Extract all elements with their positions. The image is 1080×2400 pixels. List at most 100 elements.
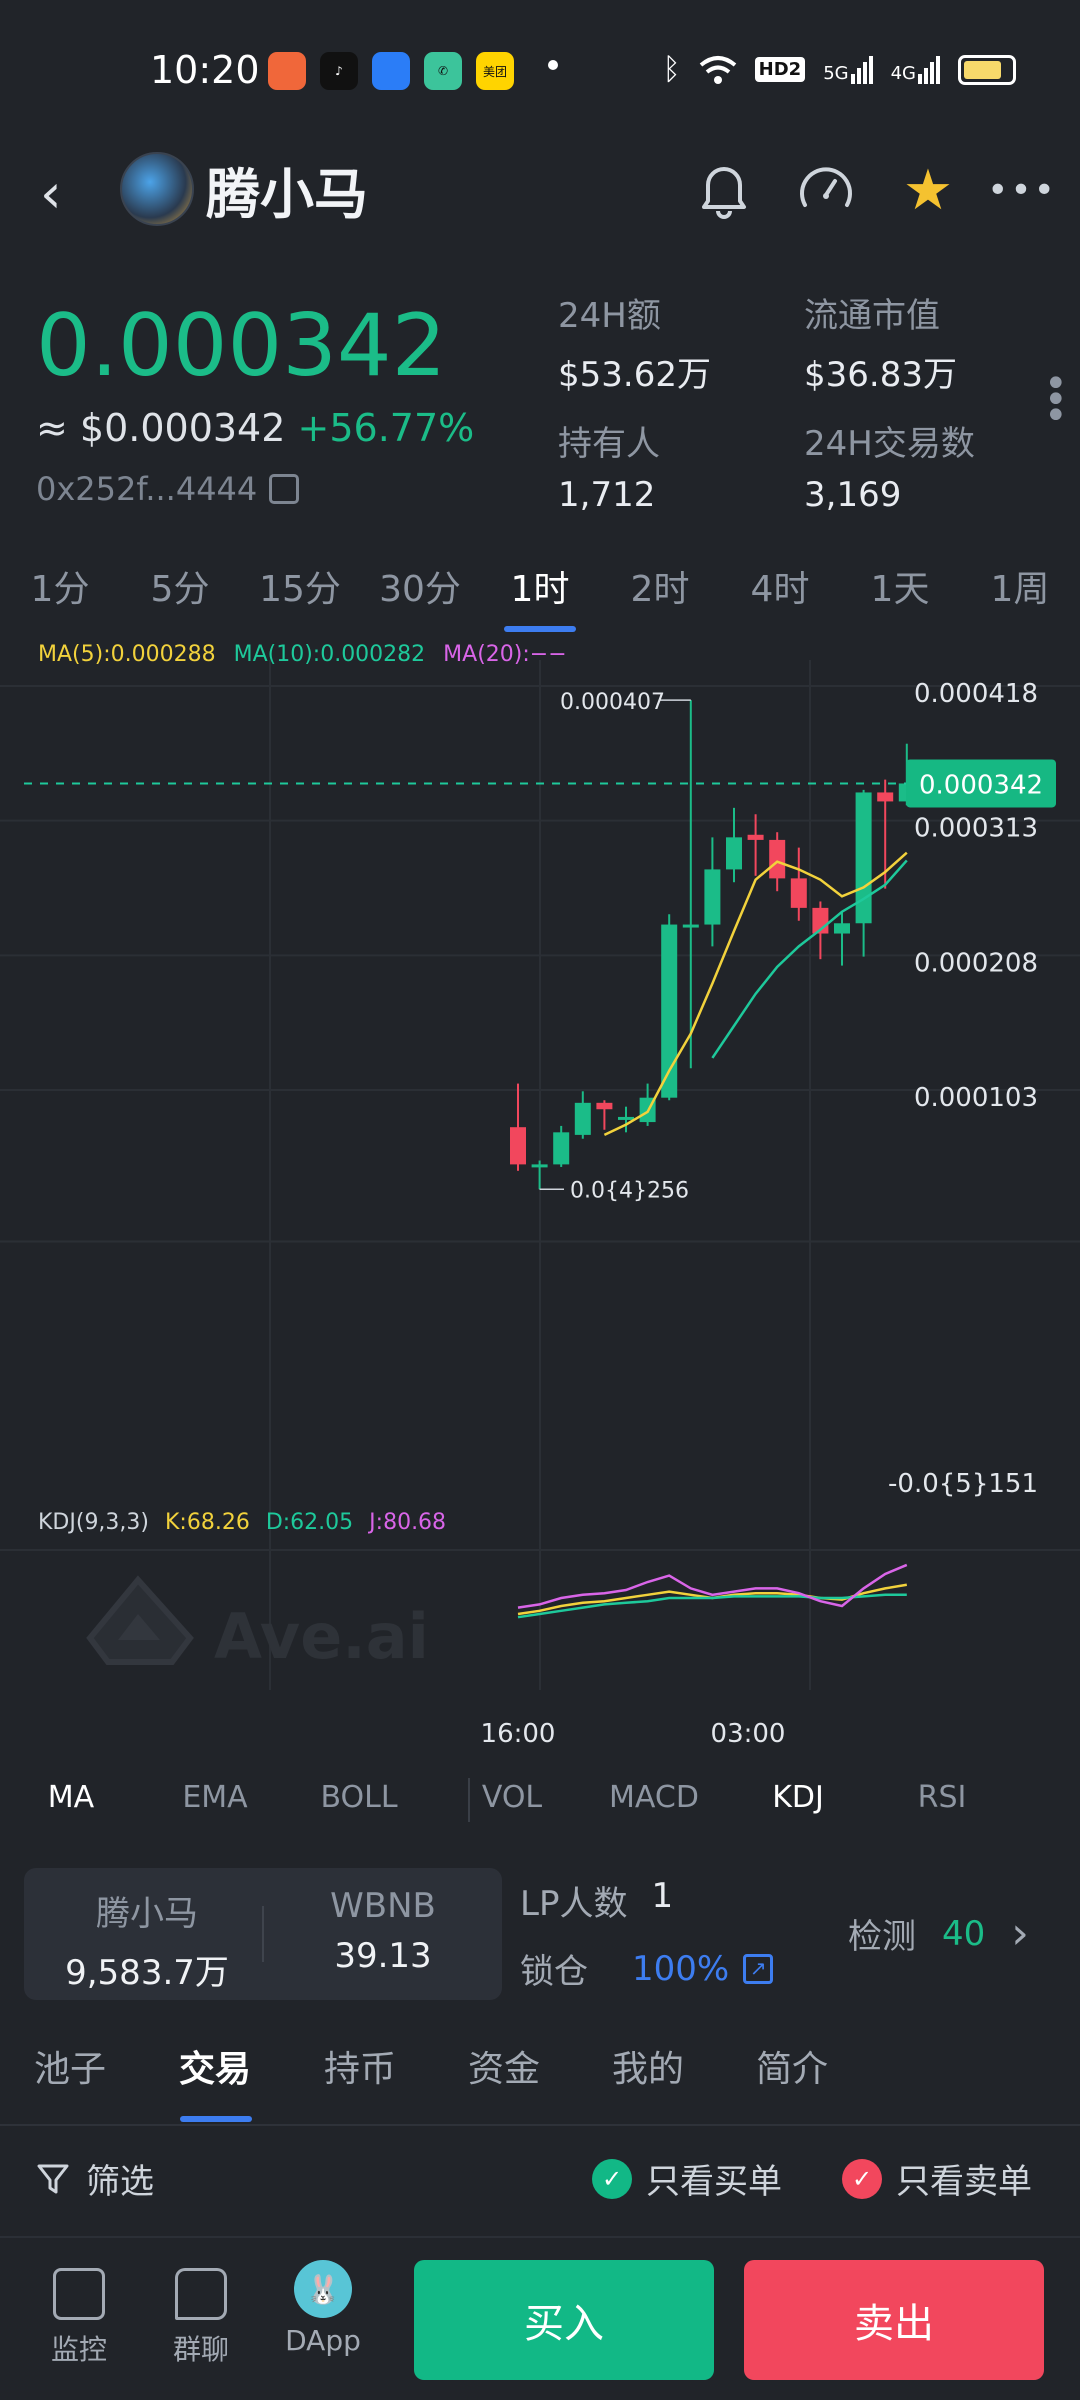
timeframe-tab[interactable]: 5分 [150, 569, 210, 610]
kdj-k: K:68.26 [165, 1510, 250, 1535]
browser-icon [372, 52, 410, 90]
candle [790, 847, 807, 921]
lock-row: 锁仓 100% ↗ [520, 1944, 774, 1993]
ave-watermark: Ave.ai [86, 1575, 429, 1673]
contract-address[interactable]: 0x252f...4444 [36, 470, 300, 508]
current-price-tag-label: 0.000342 [919, 770, 1043, 800]
candle-body [682, 924, 699, 928]
watermark-text: Ave.ai [214, 1600, 429, 1673]
bell-icon[interactable] [692, 158, 756, 222]
external-link-icon[interactable]: ↗ [743, 1953, 774, 1984]
gauge-icon[interactable] [794, 158, 858, 222]
filter-row: 筛选 ✓ 只看买单 ✓ 只看卖单 [0, 2148, 1080, 2228]
filter-icon [37, 2164, 69, 2193]
indicator-tab-macd[interactable]: MACD [609, 1780, 699, 1815]
candle-body [747, 834, 764, 840]
filter-button[interactable]: 筛选 [36, 2154, 154, 2203]
pool-card: 腾小马 9,583.7万 WBNB 39.13 [24, 1868, 502, 2000]
buy-only-toggle[interactable]: ✓ 只看买单 [592, 2154, 782, 2203]
low-marker-label: 0.0{4}256 [570, 1178, 689, 1203]
candle-body [510, 1127, 526, 1165]
price-change: +56.77% [297, 406, 475, 450]
timeframe-tab[interactable]: 1时 [510, 569, 570, 610]
stat-24h-volume: 24H额 $53.62万 [558, 296, 711, 395]
lock-link[interactable]: 100% ↗ [632, 1949, 774, 1989]
x-axis-label: 16:00 [481, 1719, 556, 1749]
candle [531, 1160, 548, 1190]
nav-group-chat[interactable]: 群聊 [146, 2268, 256, 2368]
nav-dapp[interactable]: 🐰 DApp [268, 2260, 378, 2357]
candle [574, 1091, 591, 1139]
timeframe-tab[interactable]: 1天 [870, 569, 930, 610]
section-tab[interactable]: 资金 [467, 2049, 540, 2090]
section-active-underline [180, 2116, 252, 2122]
buy-button[interactable]: 买入 [414, 2260, 714, 2380]
indicator-tab-kdj[interactable]: KDJ [772, 1780, 824, 1815]
ma5-line [603, 851, 908, 1137]
section-tab[interactable]: 池子 [33, 2049, 106, 2090]
more-options-icon[interactable]: ••• [987, 169, 1057, 211]
candle-body [553, 1132, 570, 1165]
checkmark-icon: ✓ [592, 2158, 632, 2199]
timeframe-tab[interactable]: 1分 [30, 569, 90, 610]
notification-app-icons: ♪ ✆ 美团 [268, 52, 514, 90]
hd-badge: HD2 [754, 57, 806, 82]
pool-divider [262, 1906, 264, 1962]
candle [726, 807, 742, 883]
favorite-star-icon[interactable]: ★ [902, 157, 954, 223]
kdj-legend: KDJ(9,3,3) K:68.26 D:62.05 J:80.68 [38, 1510, 446, 1535]
candle-body [855, 792, 872, 924]
indicator-tab-ma[interactable]: MA [47, 1780, 95, 1815]
ma20-legend: MA(20):−− [443, 642, 567, 667]
status-bar: 10:20 ♪ ✆ 美团 ᛒ HD2 5G 4G [0, 0, 1080, 140]
sell-button[interactable]: 卖出 [744, 2260, 1044, 2380]
phone-app-icon: ✆ [424, 52, 462, 90]
lp-count: LP人数 1 [520, 1876, 674, 1924]
chevron-right-icon[interactable]: › [1011, 1908, 1029, 1959]
battery-icon [958, 54, 1016, 85]
timeframe-active-underline [504, 626, 576, 632]
back-arrow-icon[interactable]: ‹ [40, 162, 62, 225]
candle-body [834, 923, 850, 934]
candle-body [877, 792, 894, 802]
indicator-tab-boll[interactable]: BOLL [320, 1780, 398, 1815]
candle [855, 789, 872, 957]
ma5-legend: MA(5):0.000288 [38, 642, 216, 667]
section-tab[interactable]: 简介 [755, 2049, 828, 2090]
timeframe-tab[interactable]: 2时 [630, 569, 690, 610]
timeframe-tab[interactable]: 4时 [750, 569, 810, 610]
sell-only-toggle[interactable]: ✓ 只看卖单 [842, 2154, 1032, 2203]
indicator-tab-ema[interactable]: EMA [182, 1780, 248, 1815]
indicator-tab-vol[interactable]: VOL [481, 1780, 543, 1815]
section-tab[interactable]: 交易 [178, 2049, 251, 2090]
timeframe-tab[interactable]: 30分 [379, 569, 461, 610]
kdj-title: KDJ(9,3,3) [38, 1510, 149, 1535]
y-axis-label: 0.000313 [914, 814, 1038, 844]
section-tab[interactable]: 持币 [323, 2049, 396, 2090]
copy-icon[interactable] [269, 474, 300, 504]
bottom-bar: 监控 群聊 🐰 DApp 买入 卖出 [0, 2236, 1080, 2400]
tiktok-icon: ♪ [320, 52, 358, 90]
indicator-divider [468, 1778, 470, 1822]
price-chart[interactable]: Ave.ai 0.000418 0.000313 0.000208 0.000103 -… [0, 630, 1080, 1760]
pancake-bunny-icon: 🐰 [294, 2260, 352, 2318]
timeframe-tab[interactable]: 1周 [990, 569, 1050, 610]
kdj-j-line [517, 1563, 908, 1609]
indicator-tab-rsi[interactable]: RSI [917, 1780, 967, 1815]
checkmark-icon: ✓ [842, 2158, 882, 2199]
ma10-line [711, 859, 908, 1059]
section-tab[interactable]: 我的 [611, 2049, 684, 2090]
token-avatar [120, 152, 194, 226]
chat-icon [175, 2268, 227, 2320]
security-check[interactable]: 检测 40 › [848, 1908, 1029, 1959]
y-axis-label: 0.000418 [914, 679, 1038, 709]
stat-holders: 持有人 1,712 [558, 424, 660, 515]
candle [834, 911, 850, 966]
signal-4g-icon: 4G [891, 55, 940, 84]
timeframe-tab[interactable]: 15分 [259, 569, 341, 610]
stats-more-icon[interactable]: • • • [1044, 361, 1068, 439]
clock: 10:20 [150, 48, 260, 92]
nav-monitor[interactable]: 监控 [24, 2268, 134, 2368]
y-axis-label: 0.000103 [914, 1083, 1038, 1113]
wifi-icon [699, 55, 736, 84]
